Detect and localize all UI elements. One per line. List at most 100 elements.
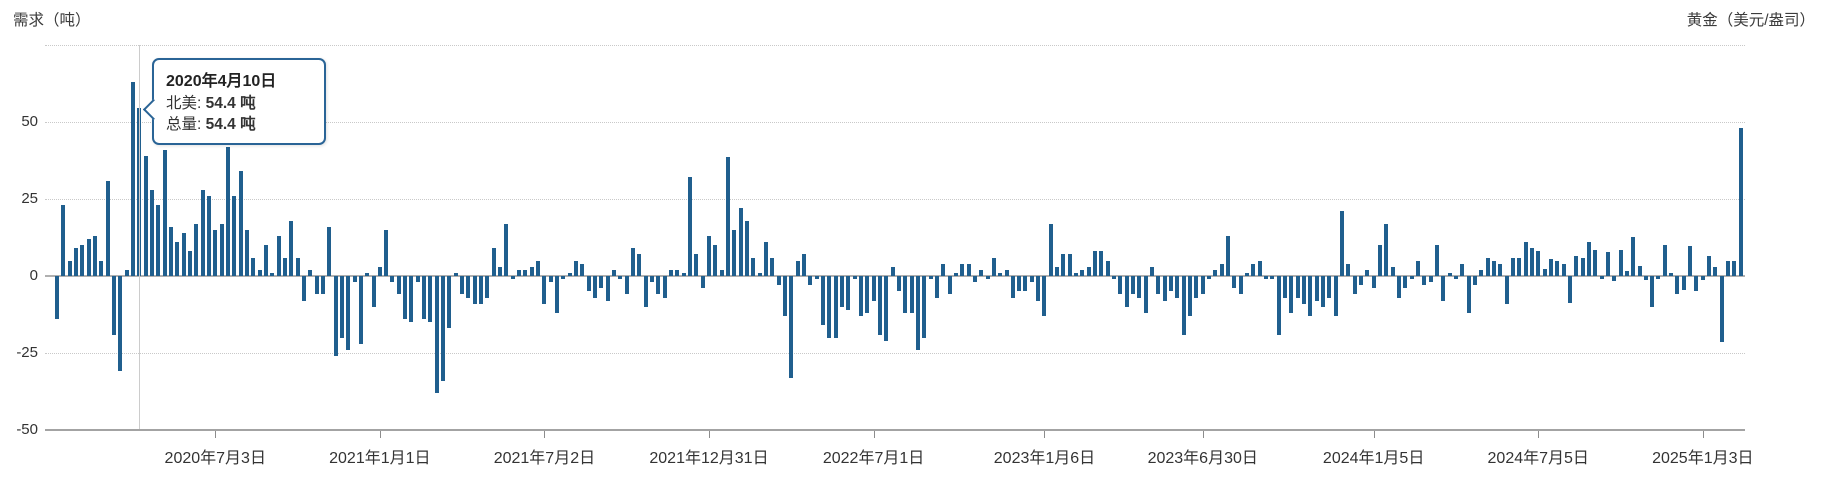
demand-bar[interactable] [1137,276,1142,298]
demand-bar[interactable] [1485,257,1490,276]
demand-bar[interactable] [1605,251,1610,276]
demand-bar[interactable] [1377,245,1382,276]
demand-bar[interactable] [403,276,408,320]
demand-bar[interactable] [903,276,908,313]
demand-bar[interactable] [536,260,541,276]
demand-bar[interactable] [352,276,357,283]
demand-bar[interactable] [605,276,610,301]
demand-bar[interactable] [1574,255,1579,276]
demand-bar[interactable] [542,276,547,304]
demand-bar[interactable] [998,272,1003,276]
demand-bar[interactable] [1251,263,1256,276]
demand-bar[interactable] [327,226,332,276]
demand-bar[interactable] [479,276,484,304]
demand-bar[interactable] [738,208,743,276]
demand-bar[interactable] [92,235,97,276]
demand-bar[interactable] [1302,276,1306,304]
demand-bar[interactable] [1327,276,1332,298]
demand-bar[interactable] [276,235,281,276]
demand-bar[interactable] [1029,276,1034,283]
demand-bar[interactable] [1384,223,1389,276]
demand-bar[interactable] [865,276,870,313]
demand-bar[interactable] [1181,276,1186,335]
demand-bar[interactable] [1719,276,1724,342]
demand-bar[interactable] [1510,257,1515,276]
demand-bar[interactable] [631,248,636,276]
demand-bar[interactable] [213,229,218,276]
demand-bar[interactable] [1346,263,1351,276]
demand-bar[interactable] [86,239,91,276]
demand-bar[interactable] [1036,276,1041,301]
demand-bar[interactable] [1491,260,1496,276]
demand-bar[interactable] [1207,276,1212,280]
demand-bar[interactable] [187,251,192,276]
demand-bar[interactable] [719,269,724,276]
demand-bar[interactable] [1308,276,1313,317]
demand-bar[interactable] [770,257,775,276]
demand-bar[interactable] [1586,242,1591,276]
demand-bar[interactable] [1688,245,1693,276]
demand-bar[interactable] [333,276,338,357]
demand-bar[interactable] [1422,276,1427,286]
demand-bar[interactable] [1561,264,1566,276]
demand-bar[interactable] [1732,260,1737,276]
demand-bar[interactable] [118,276,123,372]
demand-bar[interactable] [1010,276,1015,298]
demand-bar[interactable] [390,276,395,283]
demand-bar[interactable] [1523,242,1528,276]
demand-bar[interactable] [1188,276,1193,317]
demand-bar[interactable] [1669,272,1674,276]
demand-bar[interactable] [1238,276,1243,295]
demand-bar[interactable] [928,276,933,280]
demand-bar[interactable] [1358,276,1363,286]
demand-bar[interactable] [1529,248,1534,276]
demand-bar[interactable] [795,260,800,276]
demand-bar[interactable] [858,276,863,317]
demand-bar[interactable] [1567,276,1572,303]
demand-bar[interactable] [1276,276,1281,335]
demand-bar[interactable] [61,205,66,276]
demand-bar[interactable] [529,266,534,276]
demand-bar[interactable] [1580,257,1585,276]
demand-bar[interactable] [744,220,749,276]
demand-bar[interactable] [593,276,598,298]
demand-bar[interactable] [1396,276,1401,298]
demand-bar[interactable] [1257,260,1262,276]
demand-bar[interactable] [1156,276,1161,295]
demand-bar[interactable] [1662,244,1667,276]
demand-bar[interactable] [871,276,876,301]
demand-bar[interactable] [1365,269,1370,276]
demand-bar[interactable] [1321,276,1325,307]
demand-bar[interactable] [1631,237,1636,276]
demand-bar[interactable] [1403,276,1408,289]
demand-bar[interactable] [270,272,275,276]
demand-bar[interactable] [441,276,446,381]
demand-bar[interactable] [1352,276,1357,295]
demand-bar[interactable] [1460,263,1465,276]
demand-bar[interactable] [947,276,952,295]
demand-bar[interactable] [618,276,623,280]
demand-bar[interactable] [637,254,642,276]
demand-bar[interactable] [1618,249,1623,276]
demand-bar[interactable] [966,263,971,276]
demand-bar[interactable] [498,266,503,276]
demand-bar[interactable] [1264,276,1269,280]
demand-bar[interactable] [1017,276,1022,292]
demand-bar[interactable] [1681,276,1686,291]
demand-bar[interactable] [346,276,351,350]
demand-bar[interactable] [567,272,572,276]
demand-bar[interactable] [934,276,939,298]
demand-bar[interactable] [1536,251,1541,276]
demand-bar[interactable] [1498,263,1503,276]
demand-bar[interactable] [1055,266,1060,276]
demand-bar[interactable] [1555,260,1560,276]
demand-bar[interactable] [1504,276,1509,304]
demand-bar[interactable] [371,276,376,307]
demand-bar[interactable] [1219,263,1224,276]
demand-bar[interactable] [1593,249,1598,276]
demand-bar[interactable] [1004,269,1009,276]
demand-bar[interactable] [1694,276,1699,291]
demand-bar[interactable] [1086,266,1091,276]
demand-bar[interactable] [460,276,465,295]
demand-bar[interactable] [339,276,344,338]
